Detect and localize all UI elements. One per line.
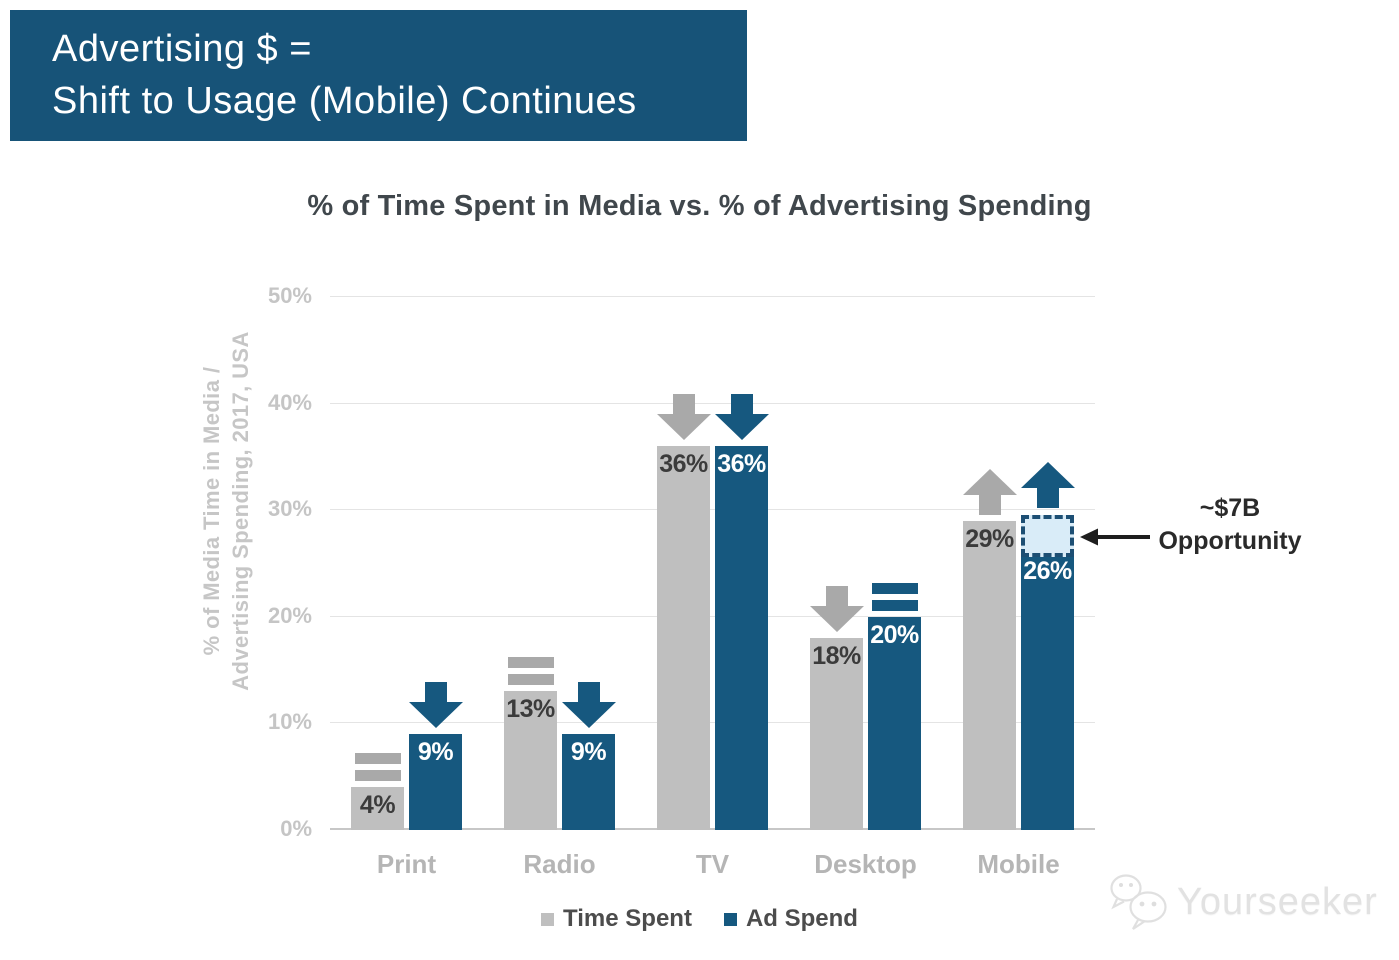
category-label-tv: TV [695, 849, 730, 879]
bar-value-label: 9% [570, 738, 607, 767]
bar-value-label: 4% [359, 791, 396, 820]
bar-value-label: 36% [717, 450, 766, 479]
gridline [330, 722, 1095, 724]
bar-desktop-time-spent: 18% [810, 638, 863, 830]
bar-mobile-time-spent: 29% [963, 520, 1016, 830]
chat-bubbles-logo-icon [1108, 872, 1170, 932]
category-label-print: Print [376, 849, 437, 879]
bar-tv-ad-spend: 36% [715, 446, 768, 830]
legend-label-time-spent: Time Spent [563, 905, 692, 932]
opportunity-dashed-box [1021, 514, 1074, 557]
category-label-radio: Radio [523, 849, 596, 879]
equals-icon [871, 582, 918, 611]
arrow-down-icon [809, 586, 864, 633]
bar-value-label: 9% [417, 738, 454, 767]
bar-desktop-ad-spend: 20% [868, 616, 921, 830]
bar-value-label: 18% [812, 642, 861, 671]
bar-value-label: 26% [1023, 556, 1072, 585]
equals-icon [507, 657, 554, 686]
legend-label-ad-spend: Ad Spend [745, 905, 858, 932]
gridline [330, 296, 1095, 297]
opportunity-annotation-line2: Opportunity [1158, 527, 1302, 555]
chart-title: % of Time Spent in Media vs. % of Advert… [307, 190, 1092, 222]
bar-mobile-ad-spend: 26% [1021, 552, 1074, 830]
y-tick-label: 10% [267, 709, 312, 735]
time-spent-swatch-icon [541, 912, 555, 926]
opportunity-annotation: ~$7B Opportunity [1146, 492, 1314, 558]
bar-tv-time-spent: 36% [657, 446, 710, 830]
opportunity-annotation-line1: ~$7B [1199, 494, 1261, 522]
header-banner: Advertising $ = Shift to Usage (Mobile) … [10, 10, 747, 141]
watermark: Yourseeker [1108, 872, 1378, 932]
legend-item-time-spent: Time Spent [541, 905, 692, 933]
y-tick-label: 40% [267, 389, 312, 415]
legend-item-ad-spend: Ad Spend [723, 905, 858, 933]
category-label-desktop: Desktop [814, 849, 917, 879]
header-title-line2: Shift to Usage (Mobile) Continues [52, 80, 637, 122]
header-title-line1: Advertising $ = [52, 28, 312, 70]
gridline [330, 402, 1095, 404]
bar-value-label: 13% [506, 695, 555, 724]
watermark-text: Yourseeker [1177, 880, 1378, 923]
bar-print-ad-spend: 9% [409, 734, 462, 830]
gridline [330, 615, 1095, 617]
arrow-down-icon [714, 394, 769, 441]
y-tick-label: 20% [267, 602, 312, 628]
chart-legend: Time Spent Ad Spend [0, 905, 1399, 933]
bar-value-label: 29% [965, 524, 1014, 553]
arrow-up-icon [962, 468, 1017, 515]
y-tick-label: 0% [280, 816, 312, 841]
arrow-down-icon [561, 682, 616, 729]
arrow-down-icon [408, 682, 463, 729]
equals-icon [354, 753, 401, 782]
ad-spend-swatch-icon [723, 912, 737, 926]
y-axis-label-line1: % of Media Time in Media / [199, 366, 224, 656]
bar-radio-ad-spend: 9% [562, 734, 615, 830]
bar-value-label: 20% [870, 620, 919, 649]
arrow-up-icon [1020, 461, 1075, 508]
gridline [330, 509, 1095, 511]
annotation-arrow-icon [1080, 528, 1150, 546]
bar-print-time-spent: 4% [351, 787, 404, 830]
bar-value-label: 36% [659, 450, 708, 479]
bar-radio-time-spent: 13% [504, 691, 557, 830]
arrow-down-icon [656, 394, 711, 441]
y-tick-label: 30% [267, 496, 312, 522]
plot-area: 0% 10% 20% 30% 40% 50% Print 4% 9% Radio 13% 9% TV 36… [268, 283, 1095, 879]
y-tick-label: 50% [267, 283, 312, 308]
category-label-mobile: Mobile [977, 849, 1060, 879]
x-axis-baseline [330, 828, 1095, 830]
